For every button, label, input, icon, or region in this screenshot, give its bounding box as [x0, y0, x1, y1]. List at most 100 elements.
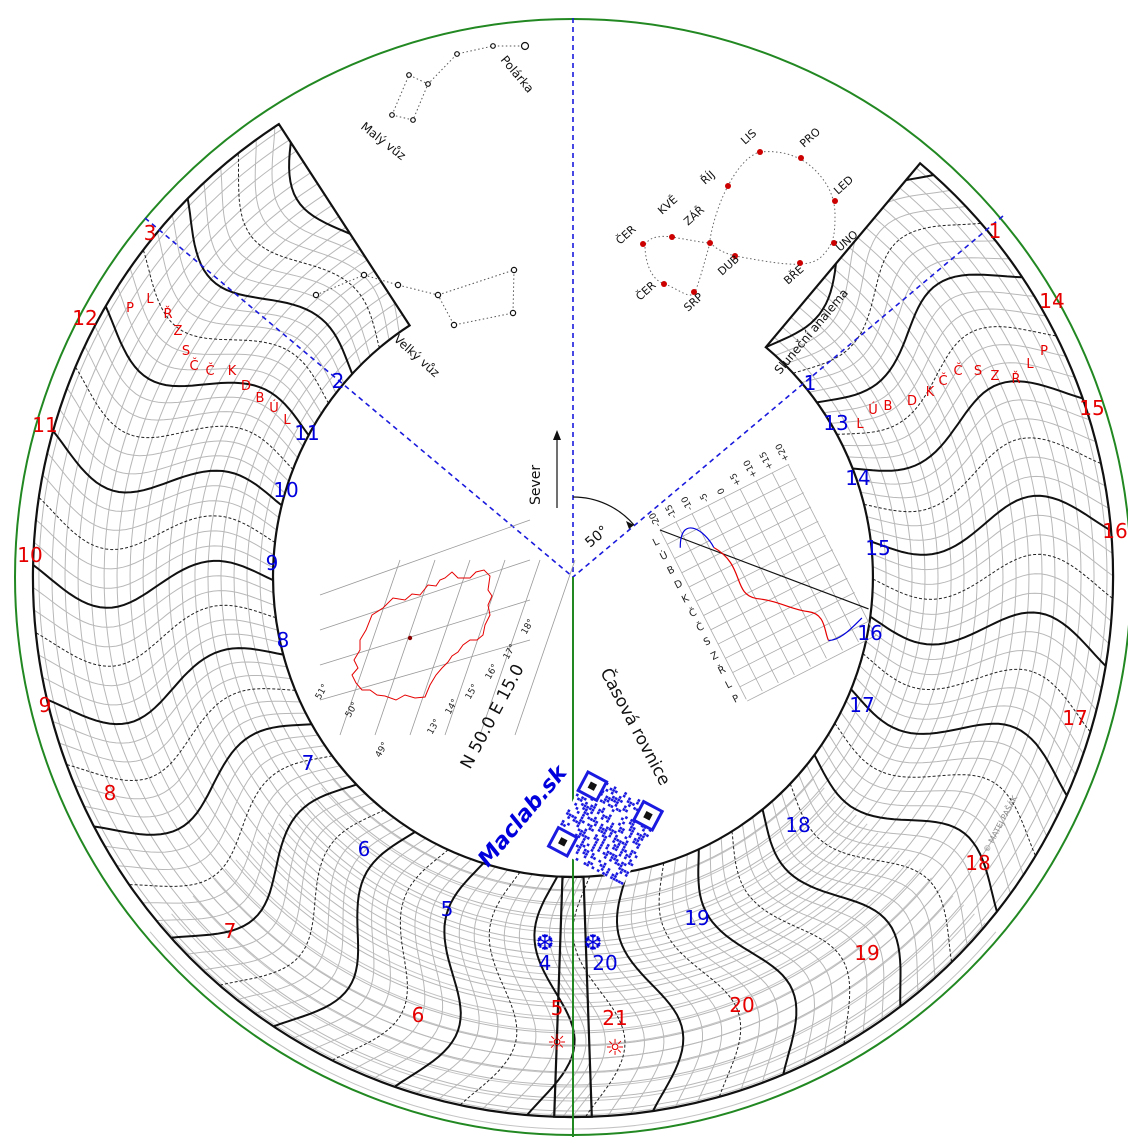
month-letter: D [907, 394, 917, 409]
analemma-month: LED [831, 173, 856, 197]
month-letter: Ř [163, 306, 172, 322]
big-dipper-stars [312, 266, 518, 329]
eq-blue-curve [679, 527, 863, 642]
analemma-dot [707, 240, 713, 246]
map-latitude-label: 50° [344, 701, 361, 720]
sun-icon: ☼ ☼ [547, 1031, 625, 1061]
month-letter: P [126, 301, 134, 316]
outer-hour-label: 18 [965, 851, 990, 875]
eq-month-label: Z [709, 650, 720, 663]
big-dipper [315, 269, 515, 326]
month-letter: L [856, 417, 864, 432]
month-letter: L [283, 413, 291, 428]
inner-hour-label: 13 [823, 411, 848, 435]
eq-month-label: P [731, 693, 741, 706]
analemma-curve [644, 151, 836, 296]
inner-hour-label: 2 [332, 369, 345, 393]
month-letter: Z [991, 369, 1000, 384]
month-letter: B [884, 399, 893, 414]
map-center-dot [407, 635, 413, 641]
eq-month-label: Č [687, 605, 699, 620]
svg-text:❆: ❆ [584, 931, 602, 956]
analemma-month: ČER [633, 278, 659, 303]
svg-text:☼: ☼ [605, 1036, 625, 1061]
map-latitude-label: 49° [374, 741, 391, 760]
inner-hour-label: 11 [294, 421, 319, 445]
equation-title: Časová rovnice [596, 664, 676, 789]
inner-hour-label: 17 [849, 693, 874, 717]
czech-map: 13°14°15°16°17°18° 49° 50° 51° [314, 519, 576, 760]
big-dipper-label: Velký vůz [391, 332, 442, 380]
inner-hour-label: 10 [273, 478, 298, 502]
map-longitude-label: 15° [464, 683, 481, 702]
month-letter: S [974, 364, 982, 379]
north-arrow-icon [553, 430, 561, 508]
eq-month-label: K [680, 593, 691, 606]
north-label: Sever [528, 465, 544, 505]
map-latitude-label: 51° [314, 683, 331, 702]
eq-month-label: D [673, 578, 685, 591]
eq-month-label: Č [694, 620, 706, 635]
outer-hour-label: 14 [1039, 289, 1064, 313]
analemma-month: LIS [738, 127, 759, 148]
map-longitude-label: 18° [520, 618, 537, 637]
logo: Maclab.sk [473, 760, 573, 872]
analemma-dot [832, 198, 838, 204]
angle-label: 50° [582, 523, 611, 551]
outer-hour-label: 15 [1079, 396, 1104, 420]
analemma-dot [798, 155, 804, 161]
right-hour-grid [554, 167, 1114, 1118]
eq-minute-tick: +20 [774, 441, 792, 463]
eq-minute-tick: +10 [742, 458, 760, 480]
outer-hour-label: 17 [1062, 706, 1087, 730]
left-hour-grid [32, 124, 592, 1118]
inner-hour-label: 20 [592, 951, 617, 975]
small-dipper-stars [389, 41, 530, 123]
inner-hour-label: 4 [539, 951, 552, 975]
analemma-dot [757, 149, 763, 155]
angle-arc [572, 496, 635, 526]
month-letter: Č [189, 358, 198, 374]
eq-month-label: L [651, 536, 661, 549]
left-dashed-line [144, 217, 574, 578]
month-letter: D [241, 379, 251, 394]
analemma-dot [797, 260, 803, 266]
month-letter: Ú [269, 400, 279, 416]
snowflake-icon: ❆ ❆ [536, 931, 602, 956]
analemma-dot [640, 241, 646, 247]
analemma-month: SRP [681, 290, 706, 314]
eq-minute-tick: +5 [729, 471, 744, 487]
month-letter: Č [205, 363, 214, 379]
inner-hour-label: 16 [857, 621, 882, 645]
inner-hour-label: 15 [865, 536, 890, 560]
month-letter: L [146, 292, 154, 307]
month-letter: Ú [868, 402, 878, 418]
month-letter: K [926, 385, 935, 400]
eq-minute-tick: -15 [664, 502, 680, 520]
analemma-month: KVĚ [655, 193, 680, 217]
outer-hour-label: 11 [32, 413, 57, 437]
inner-hour-label: 6 [358, 837, 371, 861]
outer-hour-label: 1 [989, 219, 1002, 243]
month-letter: K [228, 364, 237, 379]
inner-hour-label: 18 [785, 813, 810, 837]
analemma-dot [661, 281, 667, 287]
inner-hour-label: 14 [845, 466, 870, 490]
small-dipper [391, 45, 525, 121]
right-dashed-line [572, 215, 1004, 578]
analemma-month: ZÁŘ [681, 203, 707, 228]
map-longitude-label: 16° [484, 663, 501, 682]
analemma-dot [669, 234, 675, 240]
map-longitude-label: 14° [444, 698, 461, 717]
month-letter: Z [174, 324, 183, 339]
inner-hour-label: 1 [804, 371, 817, 395]
eq-minute-tick: -5 [699, 491, 712, 504]
outer-hour-label: 21 [602, 1006, 627, 1030]
inner-hour-label: 8 [277, 628, 290, 652]
qr-code-icon [546, 769, 665, 886]
pole-star-label: Polárka [498, 53, 537, 96]
